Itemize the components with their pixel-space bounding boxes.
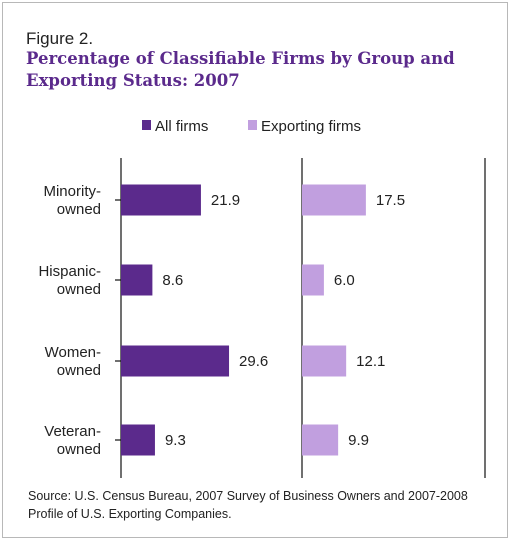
all-firms-bar <box>121 424 155 456</box>
legend-swatch-exporting-firms <box>248 120 257 130</box>
category-label: owned <box>57 201 101 218</box>
exporting-firms-bar <box>302 424 339 456</box>
all-firms-value-label: 9.3 <box>165 432 186 449</box>
all-firms-bar <box>121 264 153 296</box>
exporting-firms-value-label: 9.9 <box>348 432 369 449</box>
exporting-firms-bar <box>302 264 324 296</box>
all-firms-value-label: 8.6 <box>162 272 183 289</box>
legend-swatch-all-firms <box>142 120 151 130</box>
category-label: owned <box>57 441 101 458</box>
chart-title: Percentage of Classifiable Firms by Grou… <box>26 49 455 90</box>
category-label: Hispanic- <box>38 263 101 280</box>
category-label: owned <box>57 362 101 379</box>
exporting-firms-bar <box>302 345 347 377</box>
category-label: Veteran- <box>44 423 101 440</box>
all-firms-bar <box>121 345 230 377</box>
exporting-firms-bar <box>302 184 366 216</box>
category-label: Women- <box>45 344 101 361</box>
all-firms-bar <box>121 184 201 216</box>
exporting-firms-value-label: 6.0 <box>334 272 355 289</box>
category-label: owned <box>57 281 101 298</box>
legend-label-all-firms: All firms <box>155 118 208 135</box>
exporting-firms-value-label: 17.5 <box>376 192 405 209</box>
category-label: Minority- <box>43 183 101 200</box>
figure-label: Figure 2. <box>26 29 94 48</box>
legend-label-exporting-firms: Exporting firms <box>261 118 361 135</box>
all-firms-value-label: 29.6 <box>239 353 268 370</box>
all-firms-value-label: 21.9 <box>211 192 240 209</box>
figure-frame <box>2 2 508 538</box>
exporting-firms-value-label: 12.1 <box>356 353 385 370</box>
bar-chart: All firms Exporting firmsMinority-ownedHi… <box>38 118 486 478</box>
source-note: Source: U.S. Census Bureau, 2007 Survey … <box>28 489 468 521</box>
